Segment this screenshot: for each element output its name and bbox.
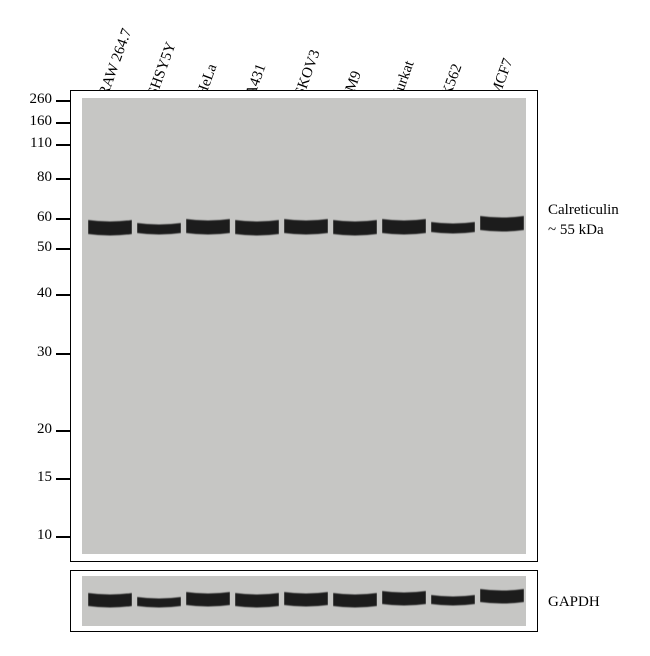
band	[235, 219, 279, 239]
mw-tick	[56, 248, 70, 250]
band	[382, 590, 426, 609]
band	[186, 591, 230, 610]
band	[480, 215, 524, 235]
band-svg	[431, 594, 475, 609]
mw-marker-label: 260	[20, 91, 52, 108]
mw-marker-label: 110	[20, 135, 52, 152]
lane-label: RAW 264.7	[96, 26, 136, 99]
main_blot-right-label: ~ 55 kDa	[548, 222, 604, 239]
mw-tick	[56, 218, 70, 220]
mw-tick	[56, 294, 70, 296]
band-svg	[88, 592, 132, 611]
band-svg	[137, 596, 181, 611]
band	[431, 221, 475, 237]
band-svg	[284, 591, 328, 610]
band-svg	[186, 591, 230, 610]
band	[333, 219, 377, 239]
mw-marker-label: 50	[20, 239, 52, 256]
mw-tick	[56, 430, 70, 432]
band	[88, 592, 132, 611]
band-svg	[235, 592, 279, 611]
mw-marker-label: 15	[20, 469, 52, 486]
band-svg	[382, 590, 426, 609]
band-svg	[480, 215, 524, 235]
mw-marker-label: 80	[20, 169, 52, 186]
band-svg	[137, 222, 181, 238]
mw-marker-label: 60	[20, 209, 52, 226]
mw-marker-label: 40	[20, 285, 52, 302]
mw-marker-label: 160	[20, 113, 52, 130]
gapdh_blot-right-label: GAPDH	[548, 594, 600, 611]
band	[137, 596, 181, 611]
band	[88, 219, 132, 239]
band	[186, 218, 230, 238]
band	[382, 218, 426, 238]
main_blot-inner	[82, 98, 526, 554]
mw-tick	[56, 144, 70, 146]
mw-tick	[56, 478, 70, 480]
band	[137, 222, 181, 238]
band-svg	[235, 219, 279, 239]
band-svg	[88, 219, 132, 239]
band	[235, 592, 279, 611]
main_blot-right-label: Calreticulin	[548, 202, 619, 219]
band	[333, 592, 377, 611]
band	[480, 588, 524, 607]
mw-tick	[56, 536, 70, 538]
band-svg	[333, 592, 377, 611]
mw-marker-label: 30	[20, 344, 52, 361]
band-svg	[431, 221, 475, 237]
band-svg	[284, 218, 328, 238]
mw-tick	[56, 178, 70, 180]
band-svg	[186, 218, 230, 238]
band-svg	[480, 588, 524, 607]
band-svg	[333, 219, 377, 239]
band	[284, 218, 328, 238]
mw-marker-label: 10	[20, 527, 52, 544]
mw-tick	[56, 100, 70, 102]
western-blot-figure: RAW 264.7SHSY5YHeLaA431SKOV3IM9JurkatK56…	[0, 0, 650, 656]
mw-marker-label: 20	[20, 421, 52, 438]
band	[284, 591, 328, 610]
band	[431, 594, 475, 609]
band-svg	[382, 218, 426, 238]
mw-tick	[56, 122, 70, 124]
mw-tick	[56, 353, 70, 355]
